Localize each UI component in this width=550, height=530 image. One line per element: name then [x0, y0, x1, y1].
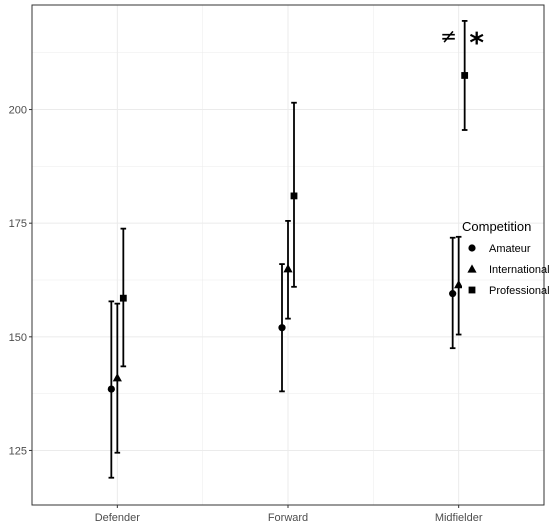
point-international [454, 279, 464, 289]
point-amateur [278, 324, 286, 332]
legend-key-international [467, 264, 477, 273]
y-axis: 125 150 175 200 [9, 105, 32, 457]
point-professional [119, 294, 127, 302]
legend-label: International [489, 264, 550, 276]
x-tick-label: Midfielder [435, 512, 483, 524]
legend-label: Professional [489, 285, 550, 297]
legend: Competition Amateur International Professio… [462, 219, 550, 299]
point-international [112, 373, 122, 382]
legend-key-bg [462, 260, 540, 278]
x-axis: Defender Forward Midfielder [95, 505, 483, 524]
significance-neq-annotation: ≠ [440, 24, 457, 48]
legend-key-bg [462, 239, 540, 257]
annotations: ≠ * [440, 24, 484, 59]
x-tick-label: Forward [268, 512, 308, 524]
x-tick-label: Defender [95, 512, 141, 524]
point-international [283, 264, 293, 273]
y-tick-label: 175 [9, 218, 27, 230]
point-amateur [449, 290, 457, 298]
data-points [107, 72, 469, 393]
legend-key-bg [462, 281, 540, 299]
point-professional [290, 192, 298, 200]
legend-label: Amateur [489, 243, 531, 255]
y-tick-label: 125 [9, 445, 27, 457]
y-tick-label: 150 [9, 332, 27, 344]
legend-key-amateur [468, 244, 476, 252]
legend-title: Competition [462, 219, 531, 234]
point-professional [461, 72, 469, 79]
y-tick-label: 200 [9, 105, 27, 117]
point-amateur [107, 385, 115, 393]
legend-key-professional [468, 286, 476, 294]
significance-star-annotation: * [469, 26, 484, 59]
